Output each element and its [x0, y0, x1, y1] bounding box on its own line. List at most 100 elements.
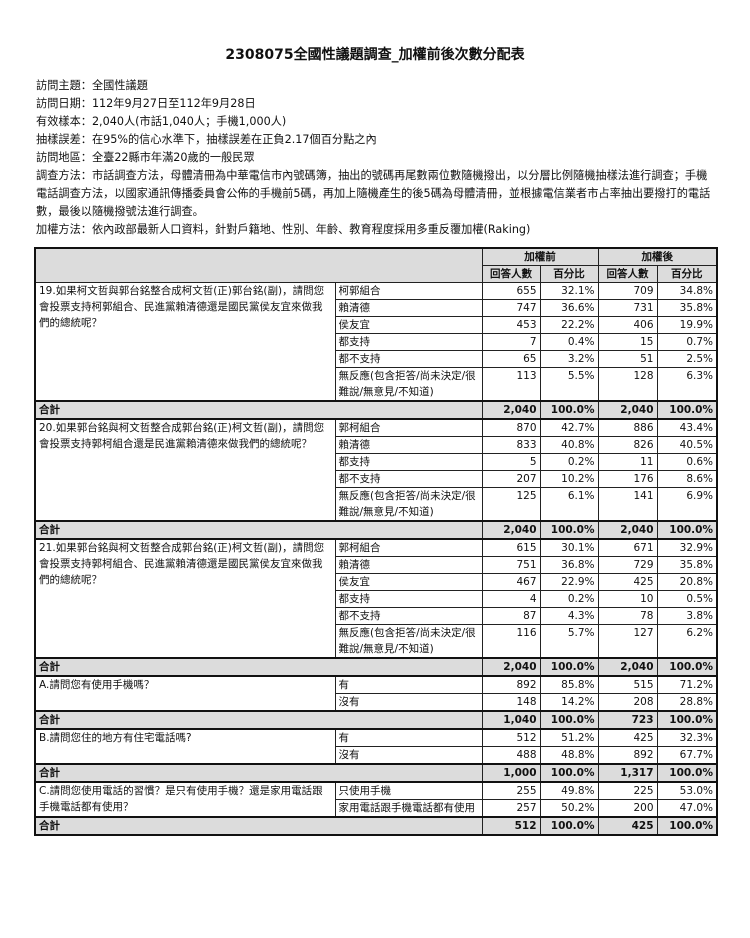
before-count: 892 — [481, 675, 541, 694]
total-after-count: 2,040 — [597, 520, 658, 540]
survey-info: 訪問主題：全國性議題 訪問日期：112年9月27日至112年9月28日 有效樣本：2… — [36, 77, 716, 239]
option-label: 都支持 — [334, 590, 483, 608]
total-before-percent: 100.0% — [539, 710, 599, 730]
before-count: 207 — [481, 470, 541, 488]
question-text: 21.如果郭台銘與柯文哲整合成郭台銘(正)柯文哲(副)，請問您會投票支持郭柯組合… — [34, 538, 336, 659]
before-percent: 51.2% — [539, 728, 599, 747]
before-count: 467 — [481, 573, 541, 591]
total-before-percent: 100.0% — [539, 763, 599, 783]
table-row: A.請問您有使用手機嗎？有 892 85.8% 515 71.2% — [34, 675, 718, 712]
total-after-count: 2,040 — [597, 400, 658, 420]
option-label: 賴清德 — [334, 299, 483, 317]
option-label: 沒有 — [334, 746, 483, 765]
option-label: 侯友宜 — [334, 316, 483, 334]
after-percent: 53.0% — [656, 781, 718, 800]
after-percent: 67.7% — [656, 746, 718, 765]
option-label: 都支持 — [334, 453, 483, 471]
after-count: 709 — [597, 282, 658, 300]
before-count: 615 — [481, 538, 541, 557]
after-percent: 8.6% — [656, 470, 718, 488]
before-percent: 30.1% — [539, 538, 599, 557]
total-after-percent: 100.0% — [656, 763, 718, 783]
total-after-count: 1,317 — [597, 763, 658, 783]
option-label: 賴清德 — [334, 436, 483, 454]
after-percent: 6.9% — [656, 487, 718, 522]
before-percent: 85.8% — [539, 675, 599, 694]
table-row: 侯友宜 467 22.9% 425 20.8% — [35, 573, 718, 591]
before-percent: 36.8% — [539, 556, 599, 574]
after-percent: 20.8% — [656, 573, 718, 591]
header-blank — [34, 247, 483, 283]
option-label: 郭柯組合 — [334, 538, 483, 557]
question-text: C.請問您使用電話的習慣？是只有使用手機？還是家用電話跟手機電話都有使用？ — [34, 781, 336, 818]
after-percent: 0.6% — [656, 453, 718, 471]
option-label: 柯郭組合 — [334, 282, 483, 300]
option-label: 都不支持 — [334, 470, 483, 488]
table-row: 都不支持 87 4.3% 78 3.8% — [35, 607, 718, 625]
total-before-count: 2,040 — [481, 520, 541, 540]
option-label: 無反應(包含拒答/尚未決定/很難說/無意見/不知道) — [334, 487, 483, 522]
after-count: 406 — [597, 316, 658, 334]
option-label: 有 — [334, 728, 483, 747]
before-count: 255 — [481, 781, 541, 800]
total-label: 合計 — [34, 400, 483, 420]
total-after-percent: 100.0% — [656, 657, 718, 677]
question-text: A.請問您有使用手機嗎？ — [34, 675, 336, 712]
header-after-weighting: 加權後 — [597, 247, 718, 266]
option-label: 郭柯組合 — [334, 418, 483, 437]
option-label: 賴清德 — [334, 556, 483, 574]
total-after-percent: 100.0% — [656, 816, 718, 836]
before-percent: 22.2% — [539, 316, 599, 334]
before-percent: 36.6% — [539, 299, 599, 317]
question-text: 19.如果柯文哲與郭台銘整合成柯文哲(正)郭台銘(副)，請問您會投票支持柯郭組合… — [34, 282, 336, 402]
before-percent: 42.7% — [539, 418, 599, 437]
table-row: 都不支持 65 3.2% 51 2.5% — [35, 350, 718, 368]
after-percent: 3.8% — [656, 607, 718, 625]
after-percent: 32.9% — [656, 538, 718, 557]
after-percent: 19.9% — [656, 316, 718, 334]
after-count: 51 — [597, 350, 658, 368]
option-label: 只使用手機 — [334, 781, 483, 800]
header-before-weighting: 加權前 — [481, 247, 599, 266]
total-label: 合計 — [34, 657, 483, 677]
total-label: 合計 — [34, 710, 483, 730]
before-percent: 32.1% — [539, 282, 599, 300]
total-after-count: 425 — [597, 816, 658, 836]
after-percent: 6.2% — [656, 624, 718, 659]
after-count: 826 — [597, 436, 658, 454]
total-before-count: 2,040 — [481, 400, 541, 420]
after-count: 10 — [597, 590, 658, 608]
table-row: B.請問您住的地方有住宅電話嗎? 有 512 51.2% 425 32.3% — [34, 728, 718, 765]
after-percent: 35.8% — [656, 556, 718, 574]
before-count: 751 — [481, 556, 541, 574]
before-percent: 5.5% — [539, 367, 599, 402]
after-count: 15 — [597, 333, 658, 351]
before-count: 453 — [481, 316, 541, 334]
after-count: 892 — [597, 746, 658, 765]
total-after-percent: 100.0% — [656, 400, 718, 420]
before-percent: 5.7% — [539, 624, 599, 659]
total-row: 合計 1,040 100.0% 723 100.0% — [34, 710, 718, 730]
before-percent: 14.2% — [539, 693, 599, 712]
total-before-percent: 100.0% — [539, 816, 599, 836]
header-count: 回答人數 — [481, 265, 541, 283]
total-label: 合計 — [34, 816, 483, 836]
option-label: 都不支持 — [334, 350, 483, 368]
table-row: 無反應(包含拒答/尚未決定/很難說/無意見/不知道) 113 5.5% 128 6.3% — [35, 367, 718, 402]
header-count: 回答人數 — [597, 265, 658, 283]
total-after-count: 723 — [597, 710, 658, 730]
survey-info-line: 訪問日期：112年9月27日至112年9月28日 — [36, 97, 256, 110]
total-before-count: 1,040 — [481, 710, 541, 730]
frequency-table: 加權前 加權後 回答人數 百分比 回答人數 百分比 19.如果柯文哲與郭台銘整合… — [34, 247, 718, 836]
total-before-count: 512 — [481, 816, 541, 836]
total-row: 合計 2,040 100.0% 2,040 100.0% — [34, 657, 718, 677]
after-percent: 35.8% — [656, 299, 718, 317]
before-count: 4 — [481, 590, 541, 608]
option-label: 家用電話跟手機電話都有使用 — [334, 799, 483, 818]
total-after-percent: 100.0% — [656, 520, 718, 540]
option-label: 無反應(包含拒答/尚未決定/很難說/無意見/不知道) — [334, 367, 483, 402]
after-count: 208 — [597, 693, 658, 712]
before-count: 5 — [481, 453, 541, 471]
before-count: 116 — [481, 624, 541, 659]
before-percent: 40.8% — [539, 436, 599, 454]
